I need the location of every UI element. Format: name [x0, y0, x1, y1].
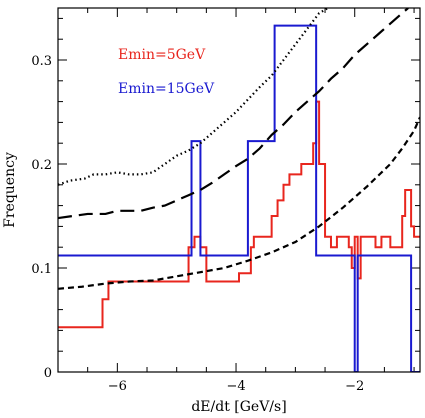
tick-marks	[57, 8, 420, 373]
x-tick-label: −6	[108, 379, 127, 394]
tick-labels: −6 −4 −2 0 0.1 0.2 0.3	[31, 54, 364, 394]
plot-frame	[57, 7, 421, 373]
x-axis-title: dE/dt [GeV/s]	[191, 399, 286, 415]
series-4-short-dashed-curve	[58, 116, 420, 290]
y-tick-label: 0	[44, 366, 52, 381]
series-3-long-dashed-curve	[58, 8, 409, 220]
y-tick-label: 0.3	[31, 54, 52, 69]
legend-entry-emin-15gev: Emin=15GeV	[118, 81, 215, 97]
x-tick-label: −4	[226, 379, 245, 394]
series-2-dotted-curve	[58, 8, 329, 186]
series-0-step-line	[58, 100, 420, 329]
series-group	[58, 8, 420, 372]
series-1-step-line	[58, 24, 420, 372]
y-axis-title: Frequency	[2, 152, 18, 228]
legend-entry-emin-5gev: Emin=5GeV	[118, 47, 206, 63]
x-tick-label: −2	[345, 379, 364, 394]
y-tick-label: 0.1	[31, 262, 52, 277]
y-tick-label: 0.2	[31, 158, 52, 173]
